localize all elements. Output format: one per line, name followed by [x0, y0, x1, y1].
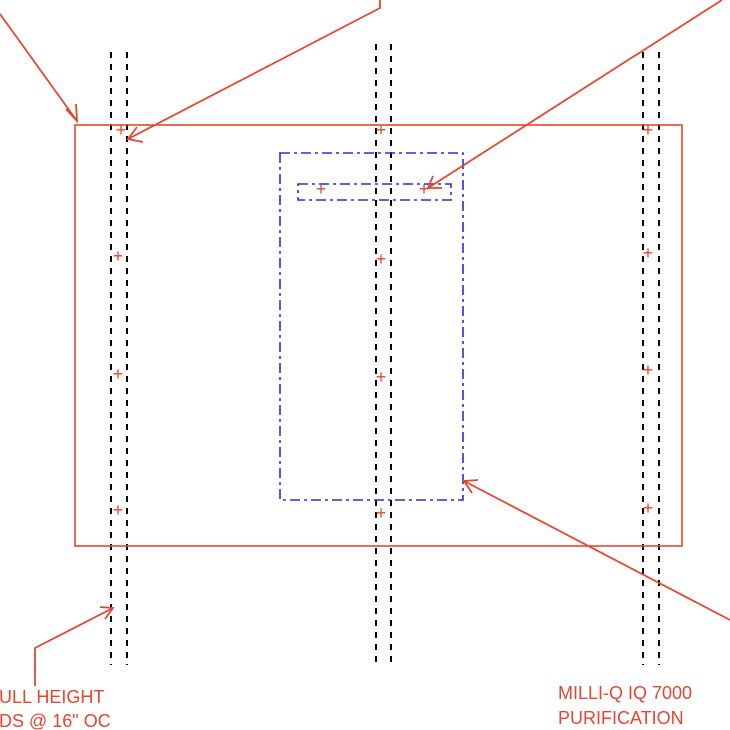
studs — [110, 44, 660, 665]
equipment-note-line2: PURIFICATION — [558, 708, 684, 728]
arrowhead — [65, 103, 79, 124]
leader-panel-corner — [0, 13, 78, 122]
arrowhead — [462, 479, 479, 494]
leader-equipment — [463, 480, 730, 621]
equipment-outline — [279, 152, 464, 501]
equipment-note-line1: MILLI-Q IQ 7000 — [558, 683, 692, 703]
equipment-note: MILLI-Q IQ 7000 PURIFICATION — [558, 683, 692, 728]
arrowhead — [426, 175, 442, 189]
fastener-marker: + — [376, 120, 387, 140]
studs-note: ULL HEIGHT DS @ 16" OC — [0, 687, 111, 730]
fastener-marker: + — [643, 360, 654, 380]
fastener-markers: + + + + + + + + + + + + — [113, 120, 654, 523]
fastener-marker: + — [113, 364, 124, 384]
fastener-marker: + — [643, 120, 654, 140]
fastener-marker: + — [643, 243, 654, 263]
fastener-marker: + — [116, 120, 127, 140]
fastener-marker: + — [376, 367, 387, 387]
leader-bracket — [427, 0, 723, 189]
wall-panel-outline — [74, 124, 683, 547]
studs-note-line1: ULL HEIGHT — [0, 687, 104, 707]
fastener-marker: + — [376, 503, 387, 523]
bracket-fasteners: + + — [316, 179, 430, 199]
studs-note-line2: DS @ 16" OC — [0, 711, 111, 730]
fastener-marker: + — [113, 500, 124, 520]
arrowhead — [126, 126, 144, 143]
leaders — [0, 0, 730, 686]
arrowhead — [99, 606, 115, 620]
mounting-bracket-outline — [297, 183, 452, 201]
fastener-marker: + — [643, 498, 654, 518]
bracket-fastener-marker: + — [316, 179, 327, 199]
fastener-marker: + — [113, 246, 124, 266]
bracket-fastener-marker: + — [419, 179, 430, 199]
fastener-marker: + — [376, 249, 387, 269]
leader-stud — [127, 0, 381, 140]
leader-studs-note — [34, 607, 114, 686]
